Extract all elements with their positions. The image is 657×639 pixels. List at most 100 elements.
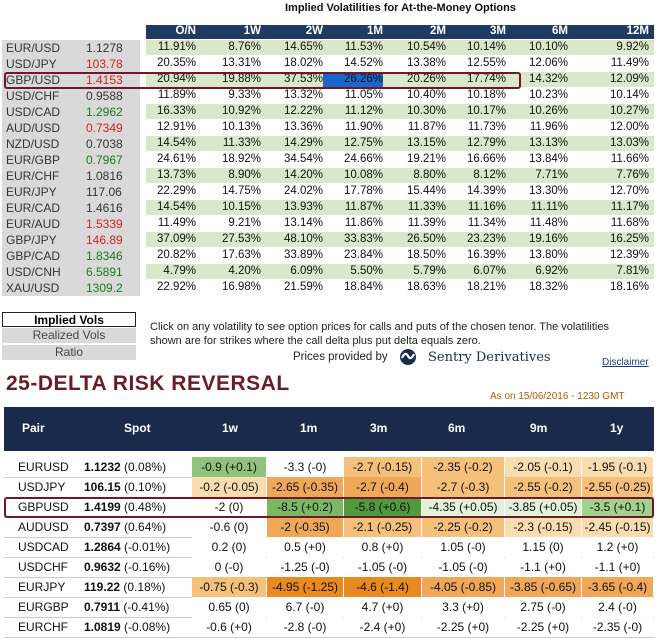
vol-cell[interactable]: 24.66% [343, 153, 383, 165]
vol-cell[interactable]: 33.89% [283, 249, 323, 261]
vol-cell[interactable]: 13.36% [283, 121, 323, 133]
vol-cell[interactable]: 48.10% [283, 233, 323, 245]
vol-cell[interactable]: 19.88% [221, 73, 261, 85]
vol-cell[interactable]: 10.14% [466, 41, 506, 53]
vol-cell[interactable]: 12.00% [609, 121, 649, 133]
vol-cell[interactable]: 7.76% [616, 169, 649, 181]
vol-cell[interactable]: 37.09% [156, 233, 196, 245]
tab-realized-vols[interactable]: Realized Vols [2, 328, 136, 343]
vol-cell[interactable]: 11.91% [157, 41, 196, 53]
vol-cell[interactable]: 9.92% [616, 41, 649, 53]
vol-cell[interactable]: 17.78% [343, 185, 383, 197]
vol-cell[interactable]: 10.17% [466, 105, 506, 117]
vol-cell[interactable]: 24.61% [156, 153, 196, 165]
vol-cell[interactable]: 14.39% [466, 185, 506, 197]
vol-cell[interactable]: 11.96% [529, 121, 568, 133]
vol-cell[interactable]: 19.16% [528, 233, 568, 245]
vol-cell[interactable]: 6.09% [290, 265, 323, 277]
vol-cell[interactable]: 4.79% [163, 265, 196, 277]
pair-row[interactable]: GBP/CAD 1.8346 [2, 248, 140, 263]
vol-cell[interactable]: 8.12% [473, 169, 506, 181]
vol-cell[interactable]: 7.71% [535, 169, 568, 181]
pair-row[interactable]: XAU/USD 1309.2 [2, 280, 140, 295]
pair-row[interactable]: EUR/CHF 1.0816 [2, 168, 140, 183]
vol-cell[interactable]: 11.89% [157, 89, 196, 101]
provider-name[interactable]: Sentry Derivatives [428, 350, 551, 365]
vol-cell[interactable]: 11.90% [344, 121, 383, 133]
vol-cell[interactable]: 11.53% [344, 41, 383, 53]
vol-cell[interactable]: 11.49% [610, 57, 649, 69]
vol-cell[interactable]: 11.34% [467, 217, 506, 229]
vol-cell[interactable]: 12.75% [343, 137, 383, 149]
vol-cell[interactable]: 13.03% [609, 137, 649, 149]
vol-cell[interactable]: 18.21% [466, 281, 506, 293]
vol-cell[interactable]: 12.06% [528, 57, 568, 69]
tab-implied-vols[interactable]: Implied Vols [2, 312, 136, 327]
vol-cell[interactable]: 11.87% [407, 121, 446, 133]
pair-row[interactable]: EUR/JPY 117.06 [2, 184, 140, 199]
vol-cell[interactable]: 10.14% [609, 89, 649, 101]
vol-cell[interactable]: 18.84% [343, 281, 383, 293]
vol-cell[interactable]: 11.86% [344, 217, 383, 229]
pair-row[interactable]: EUR/CAD 1.4616 [2, 200, 140, 215]
vol-cell[interactable]: 6.92% [535, 265, 568, 277]
vol-cell[interactable]: 17.74% [466, 73, 506, 85]
vol-cell[interactable]: 8.80% [413, 169, 446, 181]
vol-cell[interactable]: 11.33% [222, 137, 261, 149]
pair-row[interactable]: USD/JPY 103.78 [2, 56, 140, 71]
vol-cell[interactable]: 11.49% [157, 217, 196, 229]
pair-row[interactable]: GBP/JPY 146.89 [2, 232, 140, 247]
vol-cell[interactable]: 11.05% [344, 89, 383, 101]
vol-cell[interactable]: 24.02% [283, 185, 323, 197]
vol-cell[interactable]: 10.23% [528, 89, 568, 101]
vol-cell[interactable]: 13.84% [528, 153, 568, 165]
vol-cell[interactable]: 19.21% [406, 153, 446, 165]
vol-cell[interactable]: 20.26% [406, 73, 446, 85]
vol-cell[interactable]: 37.53% [283, 73, 323, 85]
vol-cell[interactable]: 18.63% [406, 281, 446, 293]
vol-cell[interactable]: 14.20% [283, 169, 323, 181]
vol-cell[interactable]: 12.91% [156, 121, 196, 133]
vol-cell[interactable]: 26.26% [323, 72, 383, 87]
pair-row[interactable]: USD/CHF 0.9588 [2, 88, 140, 103]
vol-cell[interactable]: 14.65% [283, 41, 323, 53]
vol-cell[interactable]: 10.92% [221, 105, 261, 117]
vol-cell[interactable]: 10.10% [528, 41, 568, 53]
vol-cell[interactable]: 9.33% [228, 89, 261, 101]
vol-cell[interactable]: 11.16% [467, 201, 506, 213]
vol-cell[interactable]: 18.50% [406, 249, 446, 261]
vol-cell[interactable]: 8.90% [228, 169, 261, 181]
disclaimer-link[interactable]: Disclaimer [602, 357, 649, 368]
vol-cell[interactable]: 13.31% [221, 57, 261, 69]
vol-cell[interactable]: 12.39% [609, 249, 649, 261]
vol-cell[interactable]: 10.27% [609, 105, 649, 117]
vol-cell[interactable]: 13.38% [406, 57, 446, 69]
vol-cell[interactable]: 7.81% [616, 265, 649, 277]
vol-cell[interactable]: 13.73% [156, 169, 196, 181]
pair-row[interactable]: USD/CNH 6.5891 [2, 264, 140, 279]
vol-cell[interactable]: 13.13% [528, 137, 568, 149]
vol-cell[interactable]: 13.32% [283, 89, 323, 101]
vol-cell[interactable]: 10.30% [406, 105, 446, 117]
vol-cell[interactable]: 13.93% [283, 201, 323, 213]
vol-cell[interactable]: 13.80% [528, 249, 568, 261]
vol-cell[interactable]: 10.13% [221, 121, 261, 133]
vol-cell[interactable]: 13.14% [283, 217, 323, 229]
vol-cell[interactable]: 33.83% [343, 233, 383, 245]
vol-cell[interactable]: 18.02% [283, 57, 323, 69]
vol-cell[interactable]: 23.23% [466, 233, 506, 245]
vol-cell[interactable]: 11.68% [610, 217, 649, 229]
vol-cell[interactable]: 14.54% [156, 201, 196, 213]
vol-cell[interactable]: 4.20% [228, 265, 261, 277]
vol-cell[interactable]: 14.75% [221, 185, 261, 197]
tab-ratio[interactable]: Ratio [2, 345, 136, 360]
vol-cell[interactable]: 11.33% [407, 201, 446, 213]
vol-cell[interactable]: 12.09% [609, 73, 649, 85]
vol-cell[interactable]: 11.48% [529, 217, 568, 229]
vol-cell[interactable]: 10.15% [221, 201, 261, 213]
vol-cell[interactable]: 12.55% [466, 57, 506, 69]
vol-cell[interactable]: 5.79% [413, 265, 446, 277]
vol-cell[interactable]: 20.35% [156, 57, 196, 69]
vol-cell[interactable]: 11.12% [344, 105, 383, 117]
pair-row[interactable]: EUR/GBP 0.7967 [2, 152, 140, 167]
